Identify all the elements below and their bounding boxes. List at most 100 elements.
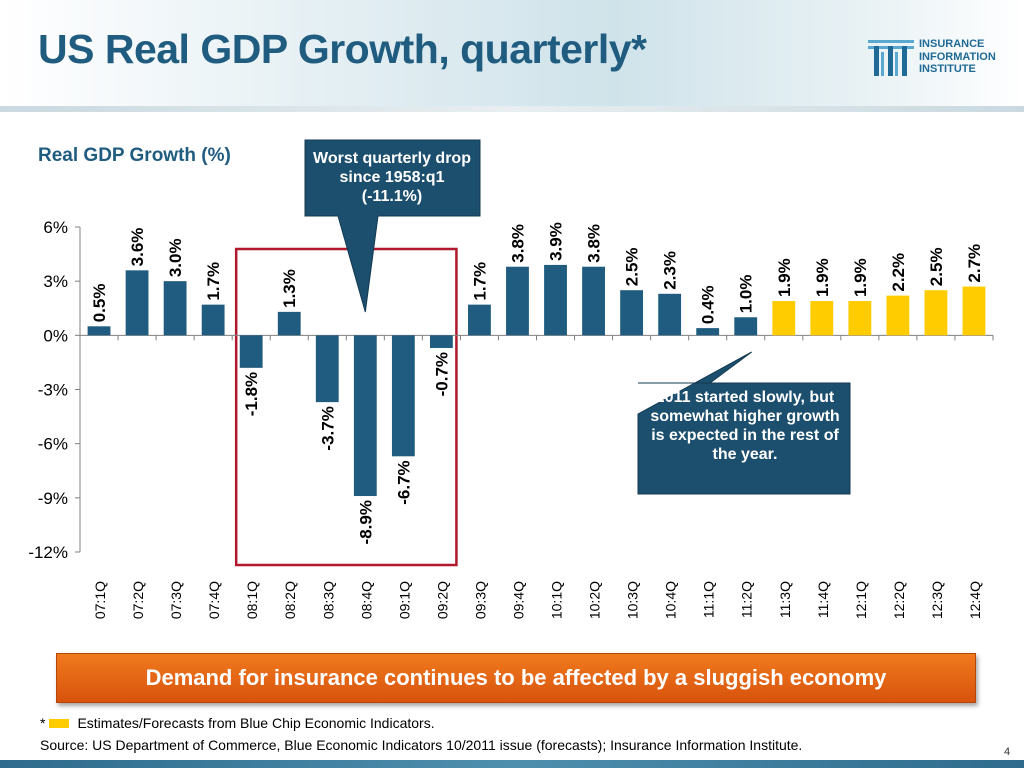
bar <box>620 290 644 336</box>
bar-data-label: 2.7% <box>965 244 984 283</box>
bar-data-label: 3.9% <box>547 222 566 261</box>
bar-data-label: -1.8% <box>242 372 261 416</box>
y-tick-label: -12% <box>28 543 68 562</box>
bar-data-label: 2.5% <box>927 247 946 286</box>
outlook-callout-text: 2011 started slowly, but somewhat higher… <box>650 389 840 463</box>
bar <box>125 270 149 336</box>
x-category-label: 09:2Q <box>434 581 450 619</box>
x-category-label: 09:4Q <box>510 581 526 619</box>
bar-data-label: 1.7% <box>204 262 223 301</box>
x-category-label: 10:3Q <box>625 581 641 619</box>
x-category-label: 07:4Q <box>206 581 222 619</box>
x-category-label: 11:3Q <box>777 581 793 618</box>
forecast-legend-swatch <box>49 718 70 728</box>
worst-drop-callout <box>304 139 481 313</box>
y-tick-label: -6% <box>38 435 68 454</box>
gdp-bar-chart: 6% 3% 0% -3% -6% -9% -12% 0.5% 07:1Q 3.6% 07:2Q 3.0… <box>28 139 994 619</box>
x-category-label: 07:1Q <box>92 581 108 619</box>
bar <box>239 335 263 368</box>
bar-data-label: 0.4% <box>699 285 718 324</box>
header-divider <box>0 106 1024 112</box>
bar <box>658 293 682 336</box>
bar <box>696 328 720 336</box>
footer-bar <box>0 760 1024 768</box>
x-category-label: 12:1Q <box>853 581 869 619</box>
footnote-asterisk: * <box>40 715 46 731</box>
logo-wordmark: INSURANCE INFORMATION INSTITUTE <box>919 38 996 76</box>
bar-data-label: 1.3% <box>280 269 299 308</box>
bar <box>429 335 453 348</box>
bar <box>582 266 605 336</box>
x-category-label: 11:2Q <box>739 581 755 618</box>
bar-data-label: 2.5% <box>623 247 642 286</box>
x-category-label: 07:3Q <box>168 581 184 619</box>
x-category-label: 08:4Q <box>358 581 374 619</box>
bar <box>886 295 910 336</box>
x-category-label: 12:2Q <box>891 581 907 619</box>
x-category-label: 11:1Q <box>701 581 717 618</box>
page-number: 4 <box>1004 746 1011 758</box>
recession-highlight-box <box>234 247 458 567</box>
slide-title: US Real GDP Growth, quarterly* <box>38 26 647 72</box>
bar <box>848 301 872 336</box>
logo-line: INSTITUTE <box>919 63 976 75</box>
bar-data-label: 3.6% <box>128 228 147 267</box>
bar <box>734 317 758 336</box>
bar-data-label: 2.3% <box>661 251 680 290</box>
chart-y-label: Real GDP Growth (%) <box>38 145 231 166</box>
bar <box>810 301 834 336</box>
bar-data-label: -3.7% <box>318 406 337 450</box>
source-note: Source: US Department of Commerce, Blue … <box>40 737 803 753</box>
y-tick-label: 6% <box>43 218 68 237</box>
bar-data-label: 1.7% <box>470 262 489 301</box>
iii-logo-icon <box>868 40 914 76</box>
bar <box>201 304 225 336</box>
outlook-callout <box>637 351 851 495</box>
logo-line: INFORMATION <box>919 50 996 63</box>
x-category-label: 07:2Q <box>130 581 146 619</box>
footnote-text: Estimates/Forecasts from Blue Chip Econo… <box>77 715 435 731</box>
y-tick-label: -3% <box>38 381 68 400</box>
y-tick-label: -9% <box>38 489 68 508</box>
bar <box>353 335 377 497</box>
x-category-label: 09:1Q <box>396 581 412 619</box>
y-tick-label: 3% <box>43 272 68 291</box>
bar-data-label: -8.9% <box>356 500 375 544</box>
bar-data-label: 3.8% <box>508 224 527 263</box>
bar-data-label: -6.7% <box>394 460 413 504</box>
header-band <box>0 0 1024 106</box>
y-tick-label: 0% <box>43 326 68 345</box>
x-category-label: 10:2Q <box>587 581 603 619</box>
bar <box>277 311 301 336</box>
bar-data-label: 1.9% <box>775 258 794 297</box>
bar-data-label: 1.9% <box>851 258 870 297</box>
bar <box>468 304 491 336</box>
x-category-label: 11:4Q <box>815 581 831 618</box>
logo-line: INSURANCE <box>919 38 985 50</box>
bar <box>87 326 111 336</box>
bar-data-label: 1.0% <box>737 275 756 314</box>
bar-data-label: 2.2% <box>889 253 908 292</box>
x-category-label: 10:4Q <box>663 581 679 619</box>
key-message-banner: Demand for insurance continues to be aff… <box>56 653 976 703</box>
bar <box>391 335 415 457</box>
footnote: * Estimates/Forecasts from Blue Chip Econ… <box>40 715 435 731</box>
bar-data-label: 1.9% <box>813 258 832 297</box>
bar <box>544 264 567 336</box>
x-category-label: 12:4Q <box>967 581 983 619</box>
x-category-label: 08:2Q <box>282 581 298 619</box>
bar-data-label: 3.0% <box>166 238 185 277</box>
bar <box>962 286 986 336</box>
bar <box>163 281 187 336</box>
x-category-label: 08:3Q <box>320 581 336 619</box>
bar <box>315 335 339 403</box>
bar <box>772 301 796 336</box>
bar-data-label: -0.7% <box>432 352 451 396</box>
bar <box>924 290 948 336</box>
bar-data-label: 0.5% <box>90 284 109 323</box>
worst-drop-callout-text: Worst quarterly drop since 1958:q1 (-11.… <box>313 150 471 205</box>
x-category-label: 08:1Q <box>244 581 260 619</box>
x-category-label: 10:1Q <box>549 581 565 619</box>
x-category-label: 12:3Q <box>929 581 945 619</box>
x-category-label: 09:3Q <box>472 581 488 619</box>
